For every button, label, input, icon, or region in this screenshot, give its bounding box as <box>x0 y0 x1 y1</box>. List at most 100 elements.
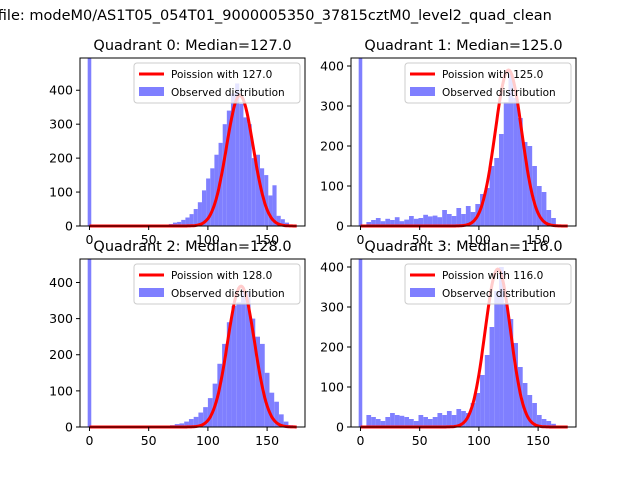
histogram-bar <box>451 216 457 226</box>
histogram-bar <box>179 423 185 427</box>
histogram-bar <box>413 421 419 427</box>
histogram-bar <box>503 102 509 226</box>
histogram-bar <box>413 218 419 226</box>
y-tick-label: 400 <box>49 83 73 98</box>
y-tick-label: 200 <box>320 340 344 355</box>
histogram-bar <box>394 217 400 226</box>
y-tick-label: 300 <box>49 311 73 326</box>
figure-suptitle-text: n file: modeM0/AS1T05_054T01_9000005350_… <box>0 8 552 24</box>
y-tick-label: 200 <box>49 151 73 166</box>
histogram-bar <box>527 395 533 427</box>
x-tick-label: 150 <box>255 433 279 448</box>
histogram-bar <box>546 421 552 427</box>
histogram-bar <box>189 214 194 226</box>
histogram-bar <box>172 222 178 226</box>
histogram-bar <box>380 421 386 427</box>
x-tick-label: 50 <box>412 433 428 448</box>
histogram-bar <box>217 363 223 427</box>
histogram-bar <box>222 343 227 427</box>
chart-title: Quadrant 2: Median=128.0 <box>93 239 291 255</box>
y-tick-label: 300 <box>320 99 344 114</box>
histogram-bar <box>231 305 237 427</box>
histogram-bar <box>456 208 462 226</box>
y-tick-label: 0 <box>336 219 344 234</box>
y-tick-label: 200 <box>320 139 344 154</box>
y-tick-label: 100 <box>320 179 344 194</box>
histogram-bar <box>484 188 490 226</box>
histogram-bar <box>394 415 400 427</box>
x-tick-label: 100 <box>467 433 491 448</box>
histogram-bar <box>503 303 509 427</box>
histogram-bar <box>432 417 438 427</box>
histogram-bar <box>87 259 92 427</box>
legend-label-observed: Observed distribution <box>171 288 285 300</box>
histogram-bar <box>399 415 405 427</box>
histogram-bar <box>188 419 194 427</box>
histogram-bar <box>437 217 443 226</box>
y-tick-label: 300 <box>49 117 73 132</box>
histogram-bar <box>508 319 514 427</box>
chart-title: Quadrant 0: Median=127.0 <box>93 38 291 54</box>
legend: Poission with 116.0 Observed distribution <box>404 263 572 305</box>
legend-box <box>133 263 301 305</box>
histogram-bar <box>475 393 481 427</box>
histogram-bar <box>278 414 284 427</box>
legend-box <box>133 62 301 104</box>
histogram-bar <box>255 154 260 226</box>
legend-label-poisson: Poission with 125.0 <box>442 69 543 81</box>
histogram-bar <box>371 220 376 226</box>
histogram-bar <box>465 206 471 226</box>
histogram-bar <box>358 58 363 226</box>
histogram-bar <box>423 214 428 226</box>
histogram-bar <box>181 219 186 226</box>
histogram-bar <box>247 124 252 226</box>
x-tick-label: 150 <box>526 433 550 448</box>
histogram-bar <box>532 166 537 226</box>
histogram-bar <box>409 419 414 427</box>
histogram-bar <box>513 343 518 427</box>
legend: Poission with 127.0 Observed distribution <box>133 62 301 104</box>
legend-box <box>404 62 572 104</box>
histogram-bar <box>484 355 490 427</box>
histogram-bar <box>222 124 227 226</box>
histogram-bar <box>456 409 462 427</box>
x-tick-label: 50 <box>412 232 428 247</box>
histogram-bar <box>522 383 528 427</box>
legend-label-poisson: Poission with 127.0 <box>171 69 272 81</box>
histogram-bar <box>508 74 514 226</box>
histogram-bar <box>470 403 476 427</box>
x-tick-label: 100 <box>467 232 491 247</box>
histogram-bar <box>442 210 447 226</box>
histogram-bar <box>437 413 443 427</box>
histogram-bar <box>371 417 376 427</box>
histogram-bar <box>465 413 471 427</box>
y-tick-label: 300 <box>320 300 344 315</box>
histogram-bar <box>489 166 495 226</box>
histogram-bar <box>207 398 213 427</box>
histogram-bar <box>480 194 485 226</box>
histogram-bar <box>427 419 433 427</box>
legend-label-poisson: Poission with 116.0 <box>442 270 543 282</box>
histogram-bar <box>239 103 244 226</box>
histogram-bar <box>532 403 537 427</box>
histogram-bar <box>251 158 256 226</box>
histogram-bar <box>245 291 251 427</box>
histogram-bar <box>366 222 372 226</box>
legend: Poission with 128.0 Observed distribution <box>133 263 301 305</box>
histogram-bar <box>499 267 504 427</box>
legend-swatch-observed <box>139 288 164 297</box>
axes-frame <box>79 258 306 428</box>
poisson-curve <box>89 93 297 228</box>
histogram-bar <box>380 221 386 226</box>
x-tick-label: 50 <box>141 433 157 448</box>
legend: Poission with 125.0 Observed distribution <box>404 62 572 104</box>
histogram-bar <box>404 219 410 226</box>
histogram-bar <box>283 421 289 427</box>
histogram-bar <box>185 217 190 226</box>
legend-swatch-observed <box>139 87 164 96</box>
histogram-bar <box>193 209 198 226</box>
histogram-bar <box>87 58 92 226</box>
histogram-bar <box>480 375 485 427</box>
x-tick-label: 100 <box>196 433 220 448</box>
histogram-bar <box>513 98 518 226</box>
